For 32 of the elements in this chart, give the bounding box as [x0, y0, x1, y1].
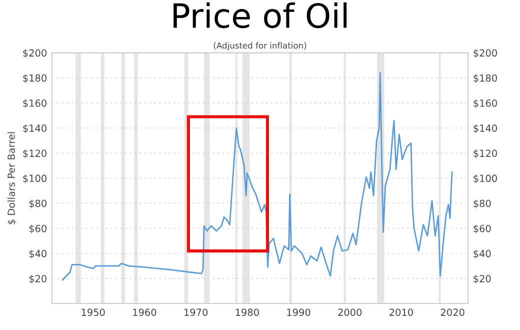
y2-tick-label: $180 — [474, 74, 497, 84]
y-tick-label: $200 — [23, 49, 46, 58]
y-tick-label: $80 — [29, 200, 46, 208]
y2-tick-label: $100 — [474, 174, 497, 184]
y2-tick-label: $160 — [474, 99, 497, 108]
x-tick-label: 1960 — [133, 308, 156, 316]
y-tick-label: $140 — [23, 124, 46, 134]
y2-tick-label: $20 — [474, 274, 491, 284]
y-tick-label: $180 — [23, 74, 46, 84]
y-axis-title: $ Dollars Per Barrel — [7, 132, 16, 224]
y2-tick-label: $200 — [474, 49, 497, 58]
chart-title: Price of Oil — [174, 2, 347, 28]
y-tick-label: $20 — [29, 274, 46, 284]
y-tick-label: $160 — [23, 99, 46, 108]
y-tick-label: $120 — [23, 149, 46, 158]
line-series — [62, 72, 453, 280]
y2-tick-label: $40 — [474, 250, 491, 259]
y-tick-label: $60 — [29, 224, 46, 234]
x-tick-label: 1980 — [236, 308, 259, 316]
x-tick-label: 1970 — [184, 308, 208, 316]
chart-subtitle: (Adjusted for inflation) — [214, 42, 306, 50]
y-tick-label: $40 — [29, 250, 46, 259]
y2-tick-label: $80 — [474, 200, 491, 208]
y-tick-label: $100 — [23, 174, 46, 184]
y2-tick-label: $120 — [474, 149, 497, 158]
x-tick-label: 2000 — [338, 308, 362, 316]
y2-tick-label: $140 — [474, 124, 497, 134]
x-tick-label: 2010 — [390, 308, 413, 316]
x-tick-label: 1950 — [82, 308, 105, 316]
y2-tick-label: $60 — [474, 224, 491, 234]
x-tick-label: 1990 — [287, 308, 310, 316]
x-tick-label: 2020 — [440, 308, 464, 316]
